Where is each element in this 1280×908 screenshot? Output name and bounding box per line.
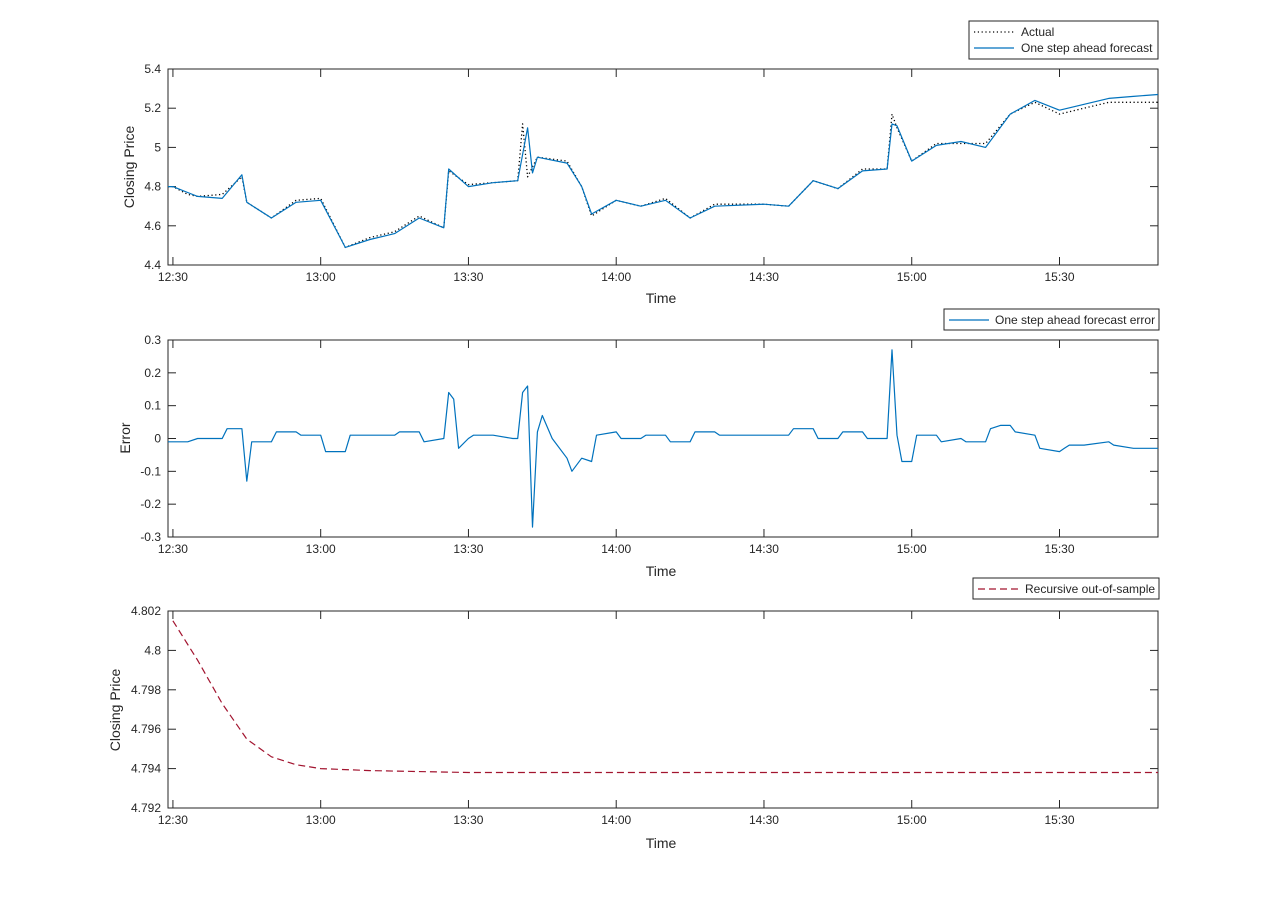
y-tick-label: 4.792 xyxy=(131,801,161,815)
x-tick-label: 15:00 xyxy=(897,813,927,827)
y-axis-label: Closing Price xyxy=(121,126,137,209)
legend-label-actual: Actual xyxy=(1021,25,1054,39)
axes-box xyxy=(167,610,1159,809)
x-tick-label: 13:30 xyxy=(453,813,483,827)
y-tick-label: 5.4 xyxy=(144,62,161,76)
axes-box xyxy=(167,339,1159,538)
plot-lines xyxy=(168,349,1158,528)
legend: One step ahead forecast error xyxy=(943,308,1160,331)
y-tick-label: 5 xyxy=(154,140,161,154)
error-panel: 12:30 13:00 13:30 14:00 14:30 15:00 15:30 -0.3 -… xyxy=(117,308,1160,579)
legend-label-forecast: One step ahead forecast xyxy=(1021,41,1153,55)
series-line-one-step-ahead-forecast-error xyxy=(168,349,1158,528)
y-tick-label: 0.3 xyxy=(144,333,161,347)
x-tick-label: 15:30 xyxy=(1044,813,1074,827)
legend: Recursive out-of-sample xyxy=(972,577,1160,600)
y-tick-label: -0.3 xyxy=(140,530,161,544)
y-tick-label: 4.8 xyxy=(144,180,161,194)
x-tick-label: 15:00 xyxy=(897,270,927,284)
closing-price-panel: 12:30 13:00 13:30 14:00 14:30 15:00 15:30 4.4 4.… xyxy=(121,20,1159,306)
axes-box xyxy=(167,68,1159,266)
y-tick-label: 4.794 xyxy=(131,762,161,776)
y-tick-label: 4.4 xyxy=(144,258,161,272)
series-line-recursive-out-of-sample xyxy=(172,620,1158,774)
x-tick-label: 13:00 xyxy=(306,813,336,827)
x-tick-label: 15:30 xyxy=(1044,270,1074,284)
x-tick-label: 14:00 xyxy=(601,542,631,556)
y-axis-label: Closing Price xyxy=(107,669,123,752)
x-tick-label: 13:00 xyxy=(306,270,336,284)
legend-label-error: One step ahead forecast error xyxy=(995,313,1155,327)
axis-ticks: 12:30 13:00 13:30 14:00 14:30 15:00 15:30 4.792… xyxy=(131,604,1158,827)
y-tick-label: 4.796 xyxy=(131,722,161,736)
x-tick-label: 14:30 xyxy=(749,542,779,556)
y-tick-label: -0.1 xyxy=(140,464,161,478)
x-tick-label: 14:30 xyxy=(749,270,779,284)
x-axis-label: Time xyxy=(646,290,677,306)
legend: Actual One step ahead forecast xyxy=(968,20,1159,60)
y-axis-label: Error xyxy=(117,422,133,453)
recursive-forecast-panel: 12:30 13:00 13:30 14:00 14:30 15:00 15:30 4.792… xyxy=(107,577,1160,851)
legend-box xyxy=(943,308,1160,331)
y-tick-label: 0.1 xyxy=(144,399,161,413)
y-tick-label: 4.798 xyxy=(131,683,161,697)
axis-ticks: 12:30 13:00 13:30 14:00 14:30 15:00 15:30 -0.3 -… xyxy=(140,333,1158,556)
y-tick-label: 0.2 xyxy=(144,366,161,380)
legend-box xyxy=(972,577,1160,600)
y-tick-label: -0.2 xyxy=(140,497,161,511)
legend-box xyxy=(968,20,1159,60)
y-tick-label: 4.8 xyxy=(144,643,161,657)
axis-ticks: 12:30 13:00 13:30 14:00 14:30 15:00 15:30 4.4 4.… xyxy=(144,62,1158,284)
x-tick-label: 14:00 xyxy=(601,270,631,284)
series-line-one-step-ahead-forecast xyxy=(168,93,1159,248)
x-tick-label: 12:30 xyxy=(158,542,188,556)
plot-lines xyxy=(172,620,1158,774)
x-axis-label: Time xyxy=(646,563,677,579)
x-tick-label: 12:30 xyxy=(158,813,188,827)
y-tick-label: 5.2 xyxy=(144,101,161,115)
x-tick-label: 14:30 xyxy=(749,813,779,827)
y-tick-label: 4.802 xyxy=(131,604,161,618)
x-tick-label: 15:00 xyxy=(897,542,927,556)
y-tick-label: 0 xyxy=(154,432,161,446)
x-axis-label: Time xyxy=(646,835,677,851)
series-line-actual xyxy=(168,101,1158,249)
legend-label-recursive: Recursive out-of-sample xyxy=(1025,582,1155,596)
y-tick-label: 4.6 xyxy=(144,219,161,233)
plot-lines xyxy=(168,93,1159,249)
x-tick-label: 13:00 xyxy=(306,542,336,556)
x-tick-label: 15:30 xyxy=(1044,542,1074,556)
x-tick-label: 14:00 xyxy=(601,813,631,827)
x-tick-label: 13:30 xyxy=(453,270,483,284)
x-tick-label: 12:30 xyxy=(158,270,188,284)
x-tick-label: 13:30 xyxy=(453,542,483,556)
